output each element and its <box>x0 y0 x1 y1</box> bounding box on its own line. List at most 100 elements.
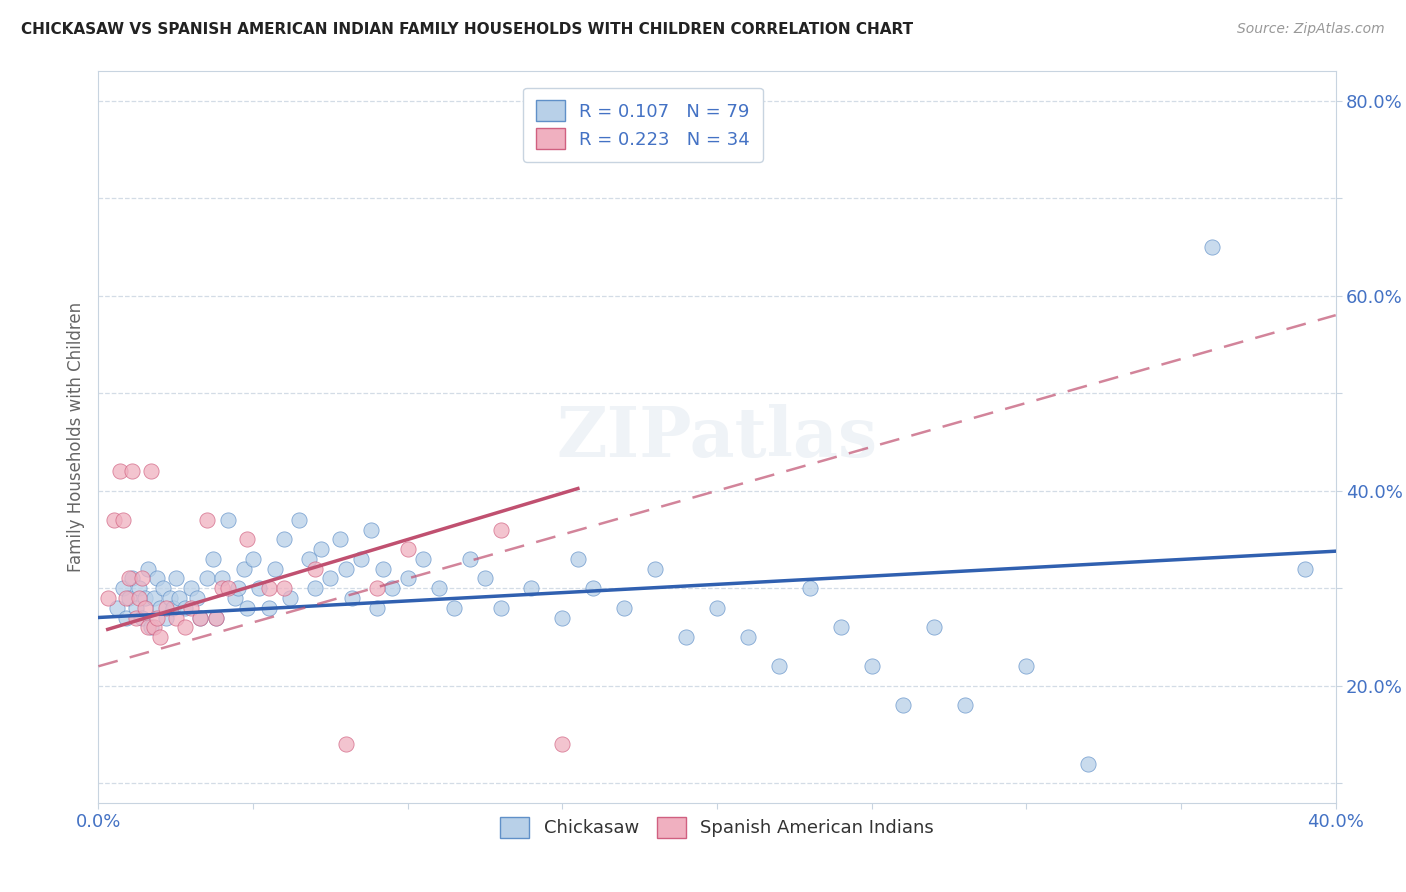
Point <box>159 591 181 605</box>
Text: Source: ZipAtlas.com: Source: ZipAtlas.com <box>1237 22 1385 37</box>
Point <box>217 513 239 527</box>
Point <box>768 659 790 673</box>
Point <box>381 581 404 595</box>
Point <box>121 464 143 478</box>
Point <box>211 581 233 595</box>
Point <box>131 572 153 586</box>
Point <box>186 591 208 605</box>
Point <box>953 698 976 713</box>
Point <box>288 513 311 527</box>
Point <box>412 552 434 566</box>
Point <box>180 581 202 595</box>
Point <box>232 562 254 576</box>
Point <box>167 591 190 605</box>
Point <box>112 513 135 527</box>
Point <box>298 552 321 566</box>
Point <box>458 552 481 566</box>
Point <box>489 523 512 537</box>
Point <box>124 600 146 615</box>
Text: ZIPatlas: ZIPatlas <box>557 403 877 471</box>
Point <box>366 581 388 595</box>
Point <box>134 591 156 605</box>
Point <box>205 610 228 624</box>
Point <box>335 562 357 576</box>
Point <box>644 562 666 576</box>
Point <box>190 610 212 624</box>
Point <box>567 552 589 566</box>
Point <box>146 572 169 586</box>
Point <box>211 572 233 586</box>
Point <box>273 581 295 595</box>
Point <box>152 581 174 595</box>
Legend: Chickasaw, Spanish American Indians: Chickasaw, Spanish American Indians <box>494 810 941 845</box>
Point <box>195 572 218 586</box>
Point <box>128 581 150 595</box>
Point <box>247 581 270 595</box>
Point <box>520 581 543 595</box>
Point <box>1015 659 1038 673</box>
Point <box>146 610 169 624</box>
Point <box>350 552 373 566</box>
Point <box>115 610 138 624</box>
Point <box>103 513 125 527</box>
Point <box>319 572 342 586</box>
Point <box>489 600 512 615</box>
Point <box>97 591 120 605</box>
Point <box>257 600 280 615</box>
Point <box>155 600 177 615</box>
Point <box>860 659 883 673</box>
Point <box>427 581 450 595</box>
Point <box>675 630 697 644</box>
Point <box>257 581 280 595</box>
Point <box>613 600 636 615</box>
Point <box>190 610 212 624</box>
Point <box>273 533 295 547</box>
Point <box>136 562 159 576</box>
Point <box>329 533 352 547</box>
Point <box>201 552 224 566</box>
Point <box>737 630 759 644</box>
Point <box>396 572 419 586</box>
Point <box>174 620 197 634</box>
Point <box>922 620 945 634</box>
Point <box>371 562 394 576</box>
Point <box>108 464 131 478</box>
Point <box>551 610 574 624</box>
Point <box>115 591 138 605</box>
Point <box>799 581 821 595</box>
Point <box>118 572 141 586</box>
Point <box>278 591 301 605</box>
Point <box>224 591 246 605</box>
Point <box>309 542 332 557</box>
Point <box>136 620 159 634</box>
Point <box>582 581 605 595</box>
Point <box>134 600 156 615</box>
Point <box>112 581 135 595</box>
Point <box>139 464 162 478</box>
Point <box>143 591 166 605</box>
Point <box>335 737 357 751</box>
Point <box>174 600 197 615</box>
Point <box>165 572 187 586</box>
Point <box>1201 240 1223 254</box>
Point <box>366 600 388 615</box>
Point <box>236 600 259 615</box>
Y-axis label: Family Households with Children: Family Households with Children <box>66 302 84 572</box>
Point <box>891 698 914 713</box>
Point <box>105 600 128 615</box>
Point <box>139 620 162 634</box>
Point <box>124 610 146 624</box>
Point <box>128 591 150 605</box>
Point <box>551 737 574 751</box>
Point <box>143 620 166 634</box>
Text: CHICKASAW VS SPANISH AMERICAN INDIAN FAMILY HOUSEHOLDS WITH CHILDREN CORRELATION: CHICKASAW VS SPANISH AMERICAN INDIAN FAM… <box>21 22 914 37</box>
Point <box>263 562 285 576</box>
Point <box>180 600 202 615</box>
Point <box>226 581 249 595</box>
Point <box>360 523 382 537</box>
Point <box>149 600 172 615</box>
Point <box>1077 756 1099 771</box>
Point <box>1294 562 1316 576</box>
Point <box>217 581 239 595</box>
Point <box>205 610 228 624</box>
